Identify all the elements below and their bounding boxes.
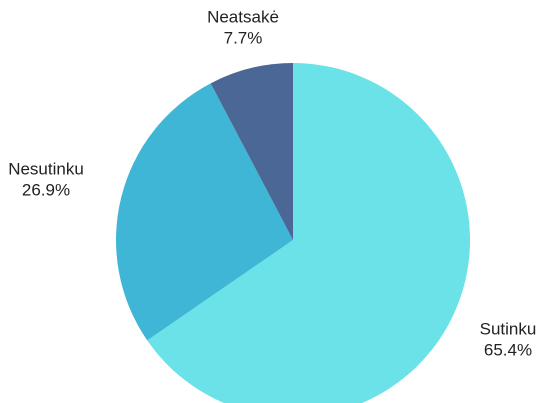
slice-label: Nesutinku	[8, 159, 84, 178]
slice-label: Sutinku	[480, 319, 537, 338]
slice-value-label: 65.4%	[484, 340, 532, 359]
pie-slice	[210, 63, 293, 240]
pie-slice	[147, 63, 470, 403]
slice-value-label: 26.9%	[22, 180, 70, 199]
slice-value-label: 7.7%	[224, 28, 263, 47]
pie-slice	[116, 83, 293, 341]
slice-label: Neatsakė	[207, 7, 279, 26]
